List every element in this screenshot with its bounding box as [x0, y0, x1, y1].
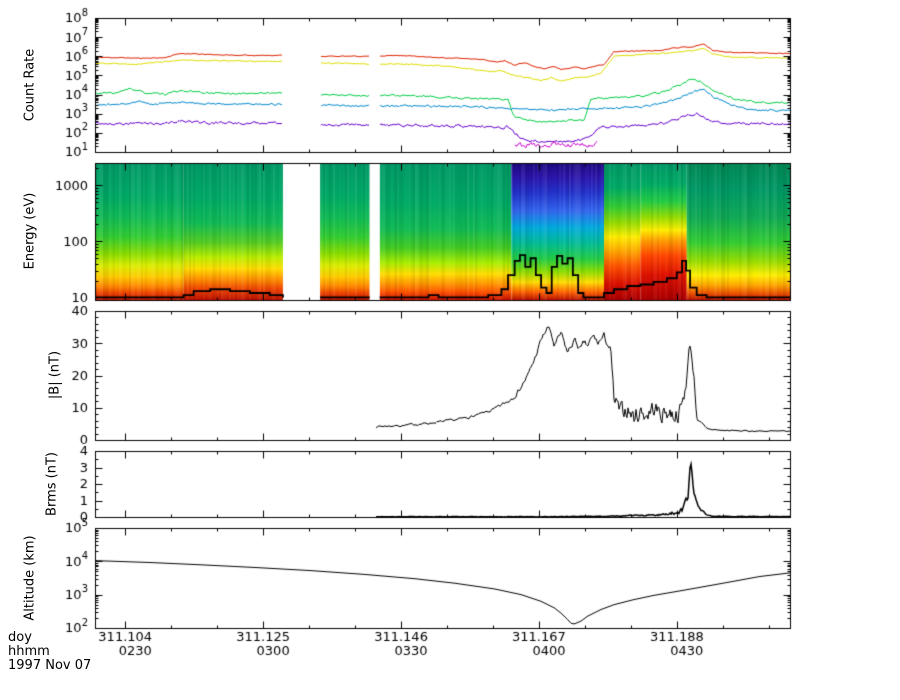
y-axis-title-altitude-text: Altitude (km) — [22, 535, 38, 621]
y-axis-title-count-rate-text: Count Rate — [22, 48, 38, 122]
y-axis-title-bmag-text: |B| (nT) — [47, 350, 63, 400]
x-axis-unit-label-doy: doy — [8, 630, 32, 645]
y-axis-title-energy-text: Energy (eV) — [22, 192, 38, 270]
x-axis-unit-label-hhmm: hhmm — [8, 644, 50, 659]
date-label: 1997 Nov 07 — [8, 658, 92, 673]
y-axis-title-brms-text: Brms (nT) — [44, 452, 60, 516]
